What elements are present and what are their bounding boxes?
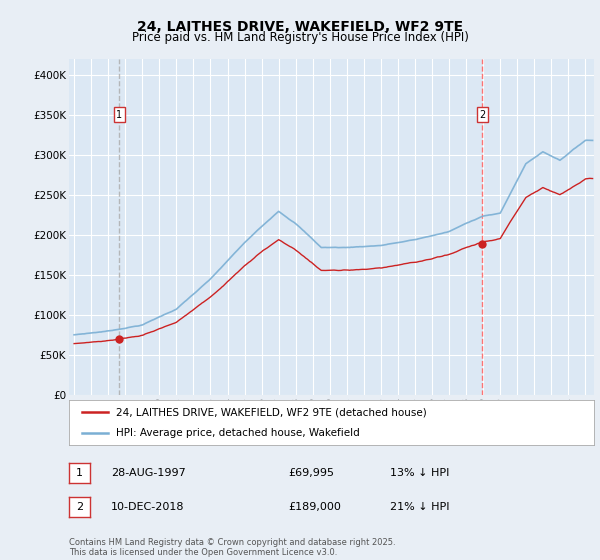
Text: 1: 1	[76, 468, 83, 478]
Text: 1: 1	[116, 110, 122, 120]
Text: 10-DEC-2018: 10-DEC-2018	[111, 502, 185, 512]
Text: HPI: Average price, detached house, Wakefield: HPI: Average price, detached house, Wake…	[116, 428, 360, 438]
Text: 24, LAITHES DRIVE, WAKEFIELD, WF2 9TE (detached house): 24, LAITHES DRIVE, WAKEFIELD, WF2 9TE (d…	[116, 408, 427, 418]
Text: 28-AUG-1997: 28-AUG-1997	[111, 468, 186, 478]
Text: 21% ↓ HPI: 21% ↓ HPI	[390, 502, 449, 512]
Text: 24, LAITHES DRIVE, WAKEFIELD, WF2 9TE: 24, LAITHES DRIVE, WAKEFIELD, WF2 9TE	[137, 20, 463, 34]
Text: 2: 2	[76, 502, 83, 512]
Text: Price paid vs. HM Land Registry's House Price Index (HPI): Price paid vs. HM Land Registry's House …	[131, 31, 469, 44]
Text: £69,995: £69,995	[288, 468, 334, 478]
Text: Contains HM Land Registry data © Crown copyright and database right 2025.
This d: Contains HM Land Registry data © Crown c…	[69, 538, 395, 557]
Text: £189,000: £189,000	[288, 502, 341, 512]
Text: 2: 2	[479, 110, 485, 120]
Text: 13% ↓ HPI: 13% ↓ HPI	[390, 468, 449, 478]
